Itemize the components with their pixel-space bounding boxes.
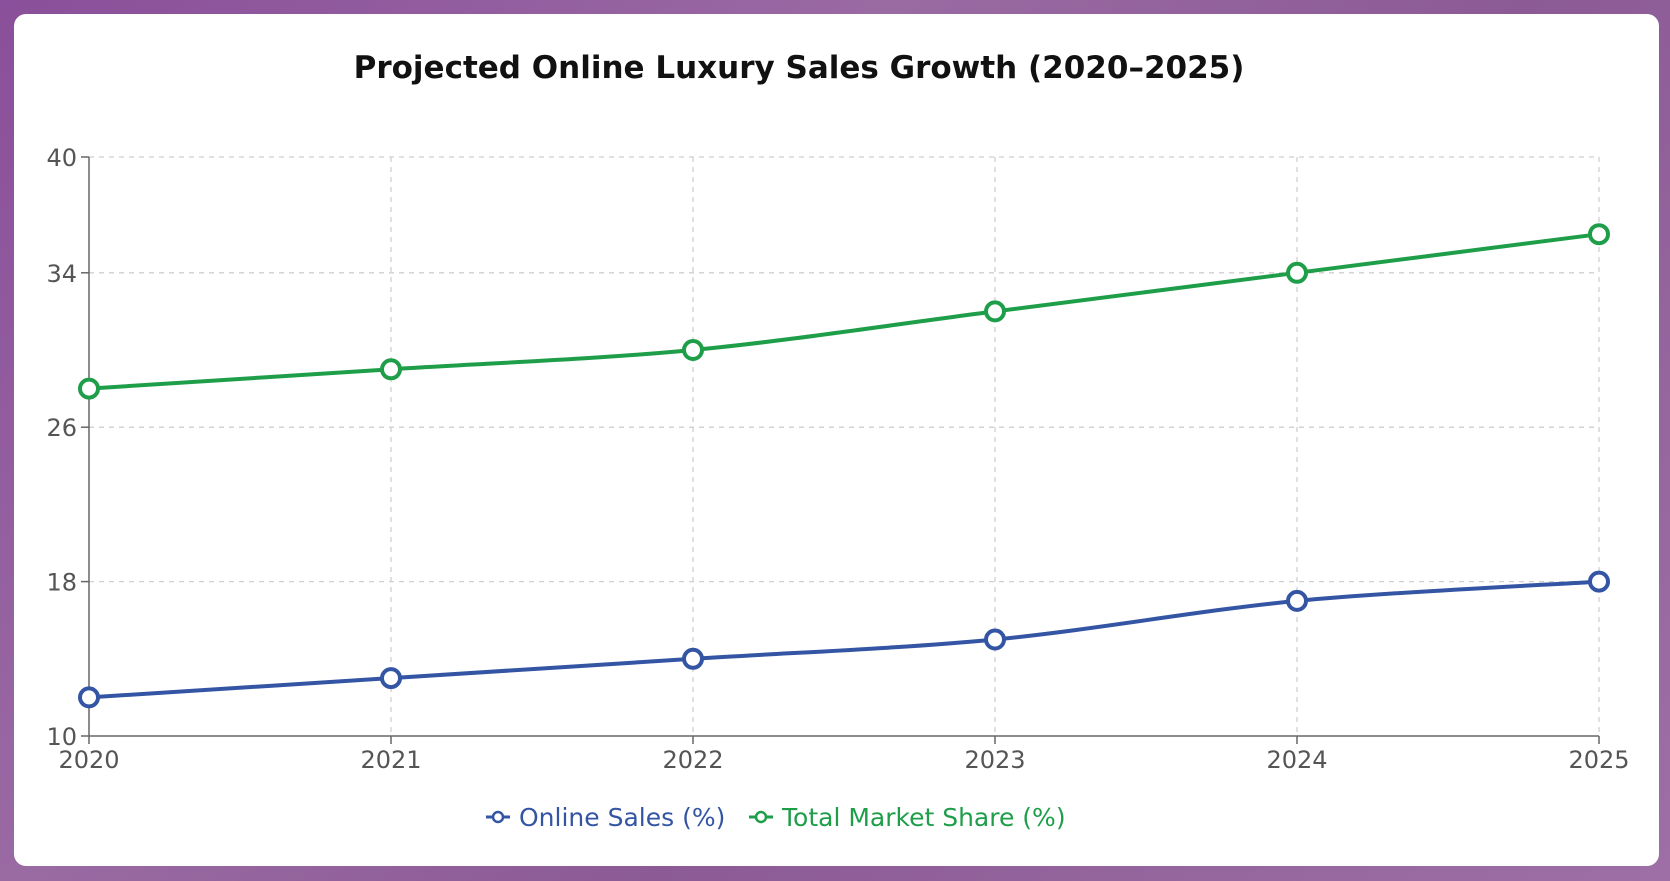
data-point xyxy=(380,667,402,690)
data-point xyxy=(1286,589,1308,612)
x-tick-label: 2023 xyxy=(964,746,1025,774)
x-tick-label: 2020 xyxy=(58,746,119,774)
data-point xyxy=(78,686,100,709)
y-tick-label: 10 xyxy=(46,723,77,751)
legend: Online Sales (%) Total Market Share (%) xyxy=(486,803,1066,832)
y-tick-label: 40 xyxy=(46,144,77,172)
data-point xyxy=(984,300,1006,323)
data-point xyxy=(682,339,704,361)
data-point xyxy=(78,377,100,400)
x-tick-label: 2021 xyxy=(360,746,421,774)
x-tick-label: 2025 xyxy=(1568,746,1629,774)
legend-label: Online Sales (%) xyxy=(519,803,725,832)
chart-title: Projected Online Luxury Sales Growth (20… xyxy=(354,50,1245,86)
y-axis-ticks: 10 18 26 34 40 xyxy=(46,144,89,751)
x-axis-ticks: 2020 2021 2022 2023 2024 2025 xyxy=(58,736,1630,774)
x-tick-label: 2024 xyxy=(1266,746,1327,774)
x-tick-label: 2022 xyxy=(662,746,723,774)
y-tick-label: 34 xyxy=(46,260,77,288)
data-point xyxy=(682,647,704,670)
data-point xyxy=(1286,261,1308,284)
legend-point-marker xyxy=(754,810,768,824)
y-tick-label: 18 xyxy=(46,569,77,597)
axes xyxy=(88,157,1599,737)
series-line-0 xyxy=(88,579,1600,700)
data-point xyxy=(1588,570,1610,593)
y-tick-label: 26 xyxy=(46,414,77,442)
series-line-1 xyxy=(88,232,1600,391)
data-point xyxy=(1588,223,1610,246)
legend-point-marker xyxy=(491,810,505,824)
data-point xyxy=(380,358,402,381)
legend-label: Total Market Share (%) xyxy=(781,803,1066,832)
series-lines xyxy=(78,223,1610,709)
data-point xyxy=(984,628,1006,651)
chart-card xyxy=(14,14,1659,866)
